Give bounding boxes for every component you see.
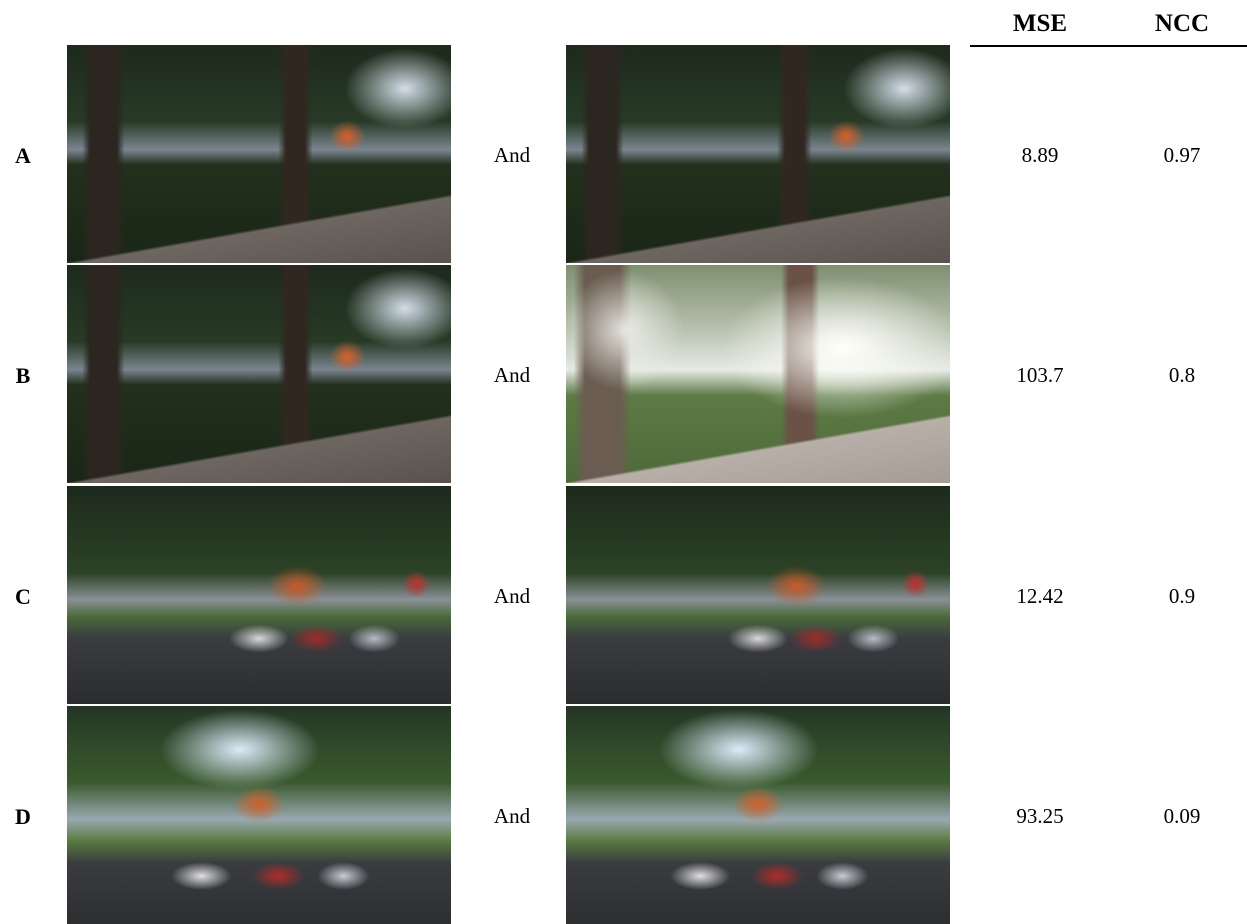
photo [67, 265, 451, 483]
mse-value: 12.42 [980, 584, 1100, 609]
column-header: NCC [1122, 10, 1242, 38]
ncc-value: 0.8 [1122, 363, 1242, 388]
ncc-value: 0.97 [1122, 143, 1242, 168]
photo [67, 706, 451, 924]
mse-value: 8.89 [980, 143, 1100, 168]
connector: And [452, 584, 572, 609]
connector: And [452, 143, 572, 168]
page: {"table": {"header": ["MSE", "NCC"], "ro… [0, 0, 1247, 920]
ncc-value: 0.9 [1122, 584, 1242, 609]
row-label: A [8, 143, 38, 169]
column-header: MSE [980, 10, 1100, 38]
photo [566, 265, 950, 483]
photo [566, 706, 950, 924]
connector: And [452, 804, 572, 829]
row-label: C [8, 584, 38, 610]
photo [566, 45, 950, 263]
photo [67, 45, 451, 263]
photo [566, 486, 950, 704]
connector: And [452, 363, 572, 388]
row-label: D [8, 804, 38, 830]
mse-value: 103.7 [980, 363, 1100, 388]
mse-value: 93.25 [980, 804, 1100, 829]
photo [67, 486, 451, 704]
header-rule [970, 45, 1247, 47]
row-label: B [8, 363, 38, 389]
ncc-value: 0.09 [1122, 804, 1242, 829]
